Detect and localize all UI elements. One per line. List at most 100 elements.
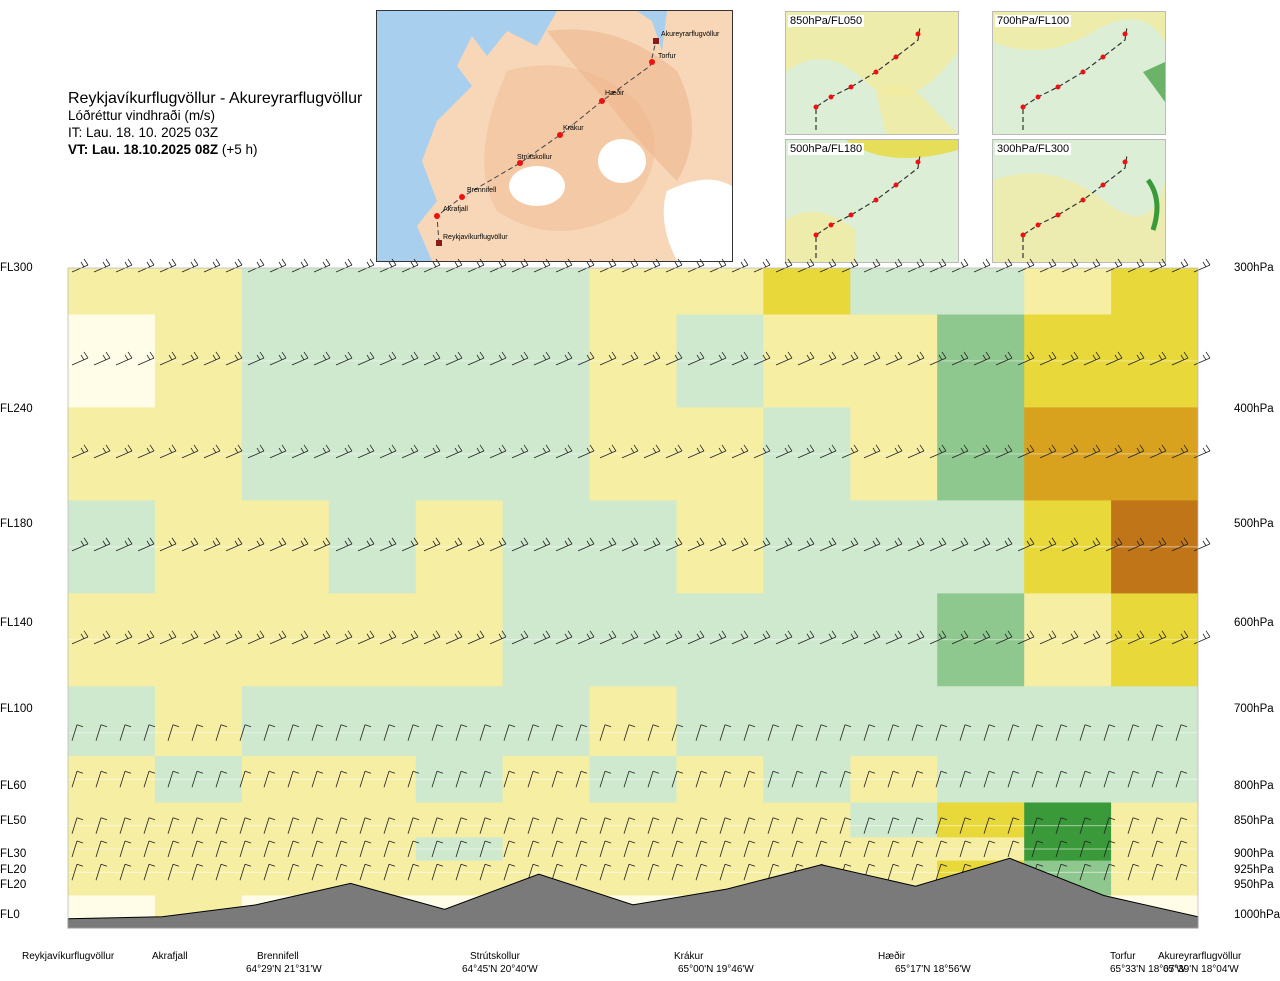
- wind-barb: [665, 258, 683, 273]
- wind-barb: [313, 444, 331, 459]
- wind-barb: [93, 537, 111, 552]
- heatmap-layer: [68, 268, 1198, 928]
- wind-barb: [533, 444, 551, 459]
- wind-barb: [753, 630, 771, 645]
- mini-map-700[interactable]: 700hPa/FL100: [992, 11, 1166, 135]
- wind-barb: [623, 724, 636, 741]
- wind-barb: [431, 863, 444, 881]
- wind-barb: [731, 444, 749, 459]
- wind-barb: [719, 840, 732, 858]
- heatmap-cell: [1111, 686, 1198, 757]
- flight-level-label: FL0: [0, 909, 20, 921]
- wind-barb: [489, 258, 507, 273]
- wind-barb: [291, 351, 309, 366]
- wind-barb: [687, 351, 705, 366]
- wind-barb: [71, 630, 89, 645]
- mini-map-500[interactable]: 500hPa/FL180: [785, 139, 959, 263]
- wind-barb: [407, 770, 420, 788]
- wind-barb: [743, 840, 756, 858]
- wind-barb: [379, 537, 397, 552]
- wind-barb: [815, 840, 828, 858]
- wind-barb: [313, 258, 331, 273]
- wind-barb: [313, 630, 331, 645]
- route-map-svg: Akureyrarflugvöllur Torfur Hæðir Krákur …: [377, 11, 732, 261]
- wind-barb: [215, 840, 228, 858]
- location-name: Torfur: [1110, 951, 1136, 962]
- wind-barb: [671, 817, 684, 834]
- wind-barb: [137, 630, 155, 645]
- wind-barb: [1149, 444, 1167, 459]
- wind-barb: [1175, 840, 1188, 858]
- wind-barb: [1127, 817, 1140, 834]
- wind-barb: [263, 724, 276, 741]
- wind-barb: [359, 817, 372, 834]
- wind-barb: [247, 351, 265, 366]
- wind-barb: [983, 817, 996, 834]
- heatmap-cell: [154, 686, 243, 757]
- wind-barb: [1083, 258, 1101, 273]
- wind-barb: [1103, 724, 1116, 741]
- wind-barb: [797, 630, 815, 645]
- wind-barb: [1151, 770, 1164, 788]
- wind-barb: [1103, 840, 1116, 858]
- mini-map-500-svg: [786, 140, 958, 262]
- wind-barb: [137, 351, 155, 366]
- wind-barb: [115, 351, 133, 366]
- wind-barb: [551, 817, 564, 834]
- wind-barb: [225, 630, 243, 645]
- wind-barb: [1103, 863, 1116, 881]
- location-coordinates: 64°29'N 21°31'W: [246, 964, 322, 975]
- wind-barb: [719, 770, 732, 788]
- wind-barb: [287, 724, 300, 741]
- wind-barb: [743, 863, 756, 881]
- wind-barb: [1039, 537, 1057, 552]
- mini-map-500-label: 500hPa/FL180: [788, 143, 865, 155]
- wind-barb: [1175, 863, 1188, 881]
- wind-barb: [1083, 630, 1101, 645]
- wind-barb: [907, 351, 925, 366]
- pressure-level-label: 300hPa: [1234, 262, 1274, 274]
- wind-barb: [225, 537, 243, 552]
- wind-barb: [503, 817, 516, 834]
- wind-barb: [1039, 444, 1057, 459]
- wind-barb: [269, 537, 287, 552]
- wind-barb: [503, 724, 516, 741]
- mini-map-850[interactable]: 850hPa/FL050: [785, 11, 959, 135]
- wind-barb: [863, 770, 876, 788]
- location-coordinates: 65°00'N 19°46'W: [678, 964, 754, 975]
- wind-barb: [885, 258, 903, 273]
- mini-map-300[interactable]: 300hPa/FL300: [992, 139, 1166, 263]
- wind-barb: [575, 840, 588, 858]
- wind-barb: [935, 863, 948, 881]
- wind-barb: [671, 724, 684, 741]
- mini-map-300-label: 300hPa/FL300: [995, 143, 1072, 155]
- wind-barb: [455, 863, 468, 881]
- wind-barb: [575, 817, 588, 834]
- wind-barb: [431, 724, 444, 741]
- wind-barb: [743, 817, 756, 834]
- wind-barb: [623, 817, 636, 834]
- wind-barb: [143, 863, 156, 881]
- wind-barb: [159, 537, 177, 552]
- flight-level-label: FL300: [0, 262, 33, 274]
- wind-barb: [181, 258, 199, 273]
- wind-barb: [671, 770, 684, 788]
- wind-barb: [1127, 444, 1145, 459]
- wind-barb: [951, 444, 969, 459]
- wind-barb: [995, 537, 1013, 552]
- wind-barb: [335, 351, 353, 366]
- route-title: Reykjavíkurflugvöllur - Akureyrarflugvöl…: [68, 90, 363, 107]
- wind-barb: [665, 630, 683, 645]
- wind-barb: [775, 444, 793, 459]
- plot-frame: [67, 267, 1199, 929]
- wind-barb: [431, 817, 444, 834]
- wind-barb: [911, 840, 924, 858]
- wind-barb: [863, 840, 876, 858]
- wind-barb: [555, 258, 573, 273]
- flight-level-label: FL20: [0, 879, 27, 891]
- heatmap-cell: [1111, 268, 1198, 315]
- wind-barb: [455, 724, 468, 741]
- wind-barb: [797, 258, 815, 273]
- mini-map-700-svg: [993, 12, 1165, 134]
- wind-barb: [575, 863, 588, 881]
